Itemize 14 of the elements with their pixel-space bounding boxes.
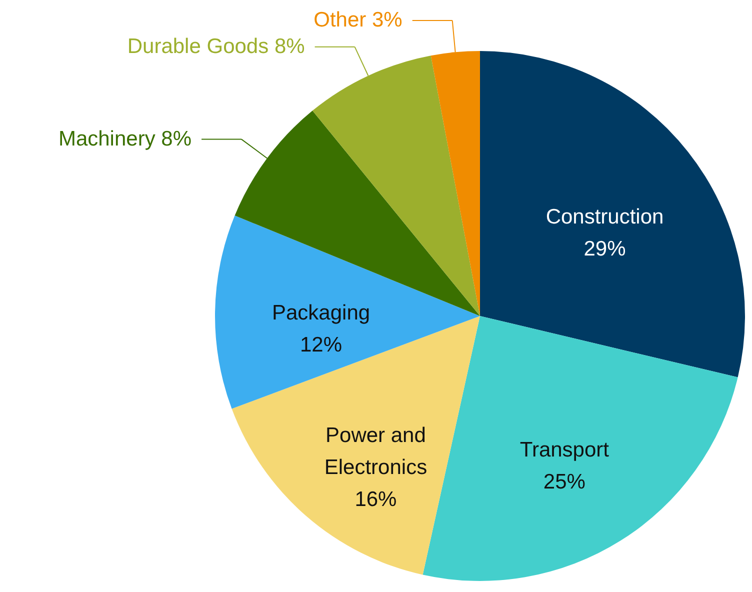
legend-label: Machinery 8% — [58, 127, 192, 150]
data-label: 29% — [584, 237, 626, 260]
slice-label: Transport — [520, 438, 610, 462]
pie-slice — [215, 216, 480, 409]
slice-label: Construction — [546, 205, 664, 228]
data-label: 25% — [543, 470, 586, 494]
slice-label: Durable Goods 8% — [127, 34, 305, 58]
pie-slice — [430, 51, 480, 316]
slice-label: Other 3% — [314, 8, 402, 32]
slice-label: Packaging — [272, 302, 370, 325]
data-label: 12% — [300, 334, 342, 357]
slice-label: Power and Electronics — [324, 424, 428, 480]
data-label: 16% — [354, 488, 397, 512]
pie-slice — [480, 51, 745, 378]
